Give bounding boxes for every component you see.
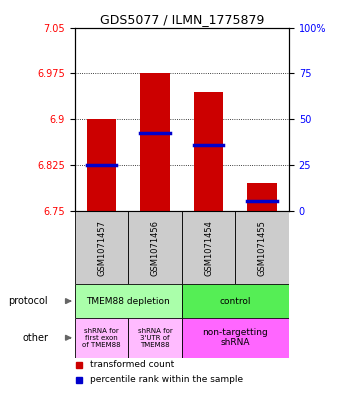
Bar — [75, 284, 182, 318]
Title: GDS5077 / ILMN_1775879: GDS5077 / ILMN_1775879 — [100, 13, 264, 26]
Text: GSM1071454: GSM1071454 — [204, 220, 213, 275]
Text: GSM1071456: GSM1071456 — [151, 220, 159, 275]
Text: control: control — [220, 297, 251, 306]
Bar — [75, 318, 129, 358]
Text: protocol: protocol — [8, 296, 48, 306]
Text: GSM1071457: GSM1071457 — [97, 220, 106, 275]
Text: other: other — [22, 333, 48, 343]
Text: transformed count: transformed count — [90, 360, 174, 369]
Text: shRNA for
first exon
of TMEM88: shRNA for first exon of TMEM88 — [82, 328, 121, 348]
Bar — [87, 119, 116, 211]
Bar — [140, 73, 170, 211]
Text: percentile rank within the sample: percentile rank within the sample — [90, 375, 243, 384]
Bar — [182, 284, 289, 318]
Bar — [235, 211, 289, 284]
Bar — [248, 184, 277, 211]
Bar — [129, 318, 182, 358]
Bar — [182, 318, 289, 358]
Bar — [182, 211, 235, 284]
Bar — [194, 92, 223, 211]
Text: TMEM88 depletion: TMEM88 depletion — [86, 297, 170, 306]
Bar — [129, 211, 182, 284]
Bar — [75, 211, 129, 284]
Text: non-targetting
shRNA: non-targetting shRNA — [203, 328, 268, 347]
Text: GSM1071455: GSM1071455 — [258, 220, 267, 275]
Text: shRNA for
3'UTR of
TMEM88: shRNA for 3'UTR of TMEM88 — [138, 328, 172, 348]
